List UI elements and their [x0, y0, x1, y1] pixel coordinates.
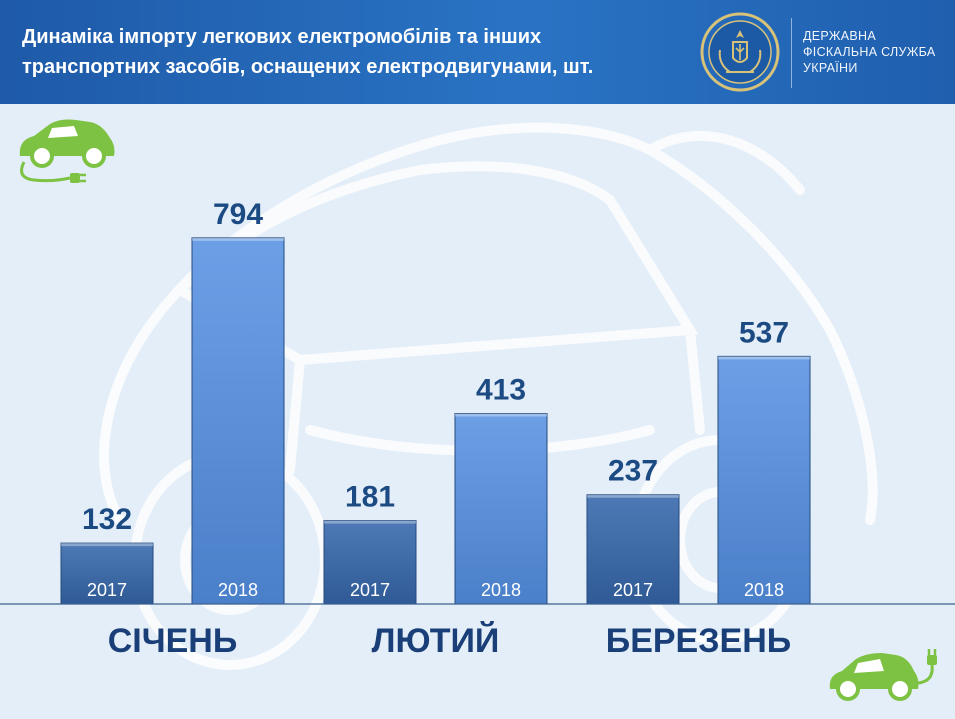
series-year-label: 2017 [613, 580, 653, 600]
title-line-1: Динаміка імпорту легкових електромобілів… [22, 26, 542, 48]
bar-highlight [455, 413, 547, 417]
data-label: 181 [345, 481, 395, 514]
category-label: ЛЮТИЙ [372, 621, 500, 660]
org-line-2: ФІСКАЛЬНА СЛУЖБА [803, 45, 936, 59]
series-year-label: 2018 [481, 580, 521, 600]
data-label: 794 [213, 198, 263, 231]
bar-2018-2 [717, 355, 811, 605]
bars-layer [60, 237, 811, 605]
data-label: 237 [608, 455, 658, 488]
bar-highlight [61, 543, 153, 547]
data-label: 413 [476, 374, 526, 407]
bar-highlight [192, 237, 284, 241]
bar-chart: 132 2017 794 2018 СІЧЕНЬ 181 2017 413 2018 ЛЮТИЙ 2… [0, 198, 955, 660]
org-line-3: УКРАЇНИ [803, 61, 858, 75]
bar-2017-1 [323, 520, 417, 605]
organization-name: ДЕРЖАВНА ФІСКАЛЬНА СЛУЖБА УКРАЇНИ [803, 28, 936, 76]
bar-highlight [324, 520, 416, 524]
org-line-1: ДЕРЖАВНА [803, 29, 876, 43]
electric-car-plug-icon [829, 649, 937, 701]
title-line-2: транспортних засобів, оснащених електрод… [22, 56, 594, 78]
data-label: 537 [739, 316, 789, 349]
bar-2017-0 [60, 542, 154, 605]
series-year-label: 2018 [218, 580, 258, 600]
bar-2018-1 [454, 413, 548, 605]
header-divider [791, 18, 792, 88]
bar-2018-0 [191, 237, 285, 605]
series-year-label: 2017 [87, 580, 127, 600]
labels-layer: 132 2017 794 2018 СІЧЕНЬ 181 2017 413 2018 ЛЮТИЙ 2… [82, 198, 791, 660]
header-bar: Динаміка імпорту легкових електромобілів… [0, 0, 955, 104]
data-label: 132 [82, 503, 132, 536]
chart-title: Динаміка імпорту легкових електромобілів… [22, 22, 702, 82]
state-emblem-icon [700, 12, 780, 92]
bar-2017-2 [586, 494, 680, 605]
bar-highlight [587, 494, 679, 498]
category-label: БЕРЕЗЕНЬ [606, 622, 791, 660]
series-year-label: 2017 [350, 580, 390, 600]
category-label: СІЧЕНЬ [108, 622, 238, 660]
electric-car-plug-icon [19, 119, 115, 183]
bar-highlight [718, 356, 810, 360]
series-year-label: 2018 [744, 580, 784, 600]
